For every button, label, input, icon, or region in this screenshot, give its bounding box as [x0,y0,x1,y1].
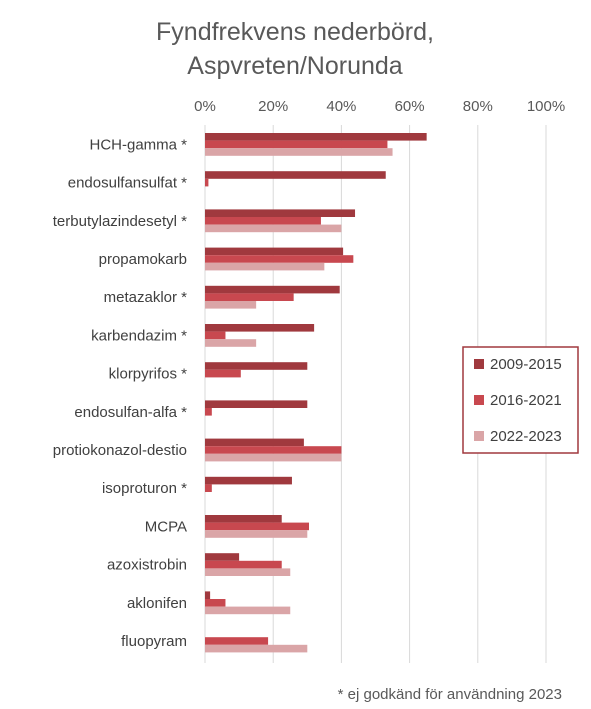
bar [205,568,291,576]
category-label: isoproturon * [102,480,187,497]
bar [205,453,342,462]
category-label: azoxistrobin [107,557,187,574]
bar [205,515,282,523]
category-labels: HCH-gamma * endosulfansulfat * terbutylazi… [53,136,187,650]
bar [205,324,315,332]
bar [205,224,342,233]
legend-swatch [474,431,484,441]
bar [205,446,342,454]
category-label: aklonifen [127,595,187,612]
category-label: metazaklor * [104,289,188,306]
legend-swatch [474,395,484,405]
bars [205,133,427,653]
legend-label: 2009-2015 [490,356,562,373]
chart-title-line-2: Aspvreten/Norunda [187,52,403,80]
x-axis-ticks: 0% 20% 40% 60% 80% 100% [194,98,565,115]
bar [205,560,282,569]
bar [205,591,211,599]
x-tick-label: 20% [258,98,288,115]
bar [205,362,308,370]
bar [205,484,212,492]
bar [205,255,354,263]
legend: 2009-2015 2016-2021 2022-2023 [462,346,579,454]
chart-title-line-1: Fyndfrekvens nederbörd, [156,18,434,46]
x-tick-label: 0% [194,98,216,115]
bar [205,171,386,179]
bar [205,339,257,347]
category-label: endosulfan-alfa * [74,404,187,421]
category-label: fluopyram [121,633,187,650]
category-label: klorpyrifos * [109,366,188,383]
bar [205,408,212,416]
bar [205,637,269,645]
bar [205,262,325,271]
footnote: * ej godkänd för användning 2023 [338,686,562,703]
bar [205,247,344,256]
category-label: MCPA [145,518,187,535]
bar [205,522,310,531]
bar [205,178,209,187]
legend-swatch [474,359,484,369]
bar [205,301,257,309]
category-label: propamokarb [99,251,187,268]
legend-label: 2022-2023 [490,428,562,445]
category-label: protiokonazol-destio [53,442,187,459]
bar [205,553,240,561]
category-label: endosulfansulfat * [68,175,187,192]
bar [205,369,241,378]
category-label: karbendazim * [91,327,187,344]
bar [205,606,291,615]
x-tick-label: 60% [395,98,425,115]
bar [205,209,356,217]
legend-label: 2016-2021 [490,392,562,409]
bar [205,285,340,294]
bar [205,331,226,340]
category-label: terbutylazindesetyl * [53,213,187,230]
bar [205,400,308,408]
bar [205,148,393,156]
bar [205,476,292,485]
x-tick-label: 80% [463,98,493,115]
bar [205,530,308,538]
bar [205,599,226,607]
x-tick-label: 40% [326,98,356,115]
category-label: HCH-gamma * [89,136,187,153]
bar [205,140,388,149]
bar [205,438,304,447]
bar [205,644,308,653]
bar [205,293,294,301]
bar [205,133,427,141]
bar [205,217,321,225]
x-tick-label: 100% [527,98,565,115]
